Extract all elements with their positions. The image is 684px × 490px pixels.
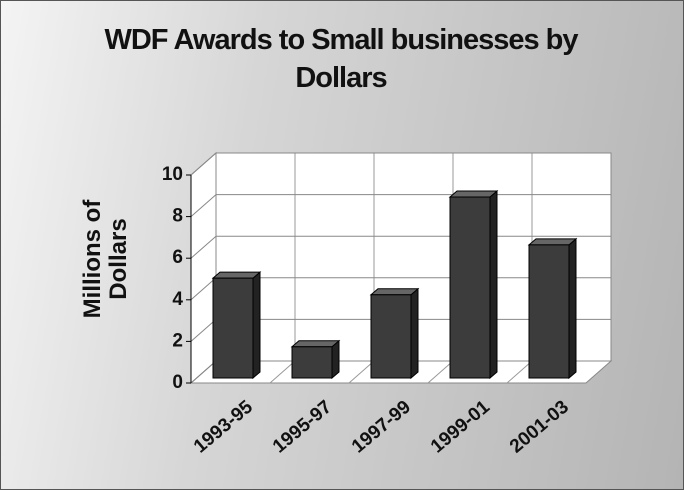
bar: [370, 294, 412, 379]
category-grid-line: [269, 360, 296, 384]
bar-side: [410, 287, 419, 380]
bar-side: [489, 189, 498, 380]
x-tick-label: 2001-03: [506, 397, 573, 458]
y-tick-label: 0: [172, 372, 183, 393]
bar-top: [448, 190, 499, 198]
bar-top: [211, 271, 262, 279]
y-tick-label: 2: [172, 330, 183, 351]
side-wall: [190, 151, 217, 385]
grid-line: [190, 152, 611, 176]
bar-top: [527, 238, 578, 246]
y-tick-label: 6: [172, 247, 183, 268]
x-tick-label: 1997-99: [348, 397, 415, 458]
y-tick-label: 4: [172, 289, 183, 310]
y-axis-label: Millions of Dollars: [79, 199, 132, 319]
category-grid-line: [506, 360, 533, 384]
category-grid-line: [348, 360, 375, 384]
bar: [449, 196, 491, 379]
category-grid-line: [427, 360, 454, 384]
bar-side: [252, 271, 261, 380]
x-tick-label: 1995-97: [269, 397, 336, 458]
x-tick-label: 1993-95: [190, 396, 257, 457]
bar-top: [290, 340, 341, 348]
x-tick-label: 1999-01: [427, 396, 494, 457]
chart-title: WDF Awards to Small businesses by Dollar…: [104, 24, 578, 94]
bar: [291, 346, 333, 379]
bar-side: [568, 237, 577, 380]
bar: [212, 277, 254, 379]
y-tick-label: 10: [162, 164, 183, 185]
bar: [528, 244, 570, 379]
y-tick-label: 8: [172, 206, 183, 227]
bar-top: [369, 288, 420, 296]
